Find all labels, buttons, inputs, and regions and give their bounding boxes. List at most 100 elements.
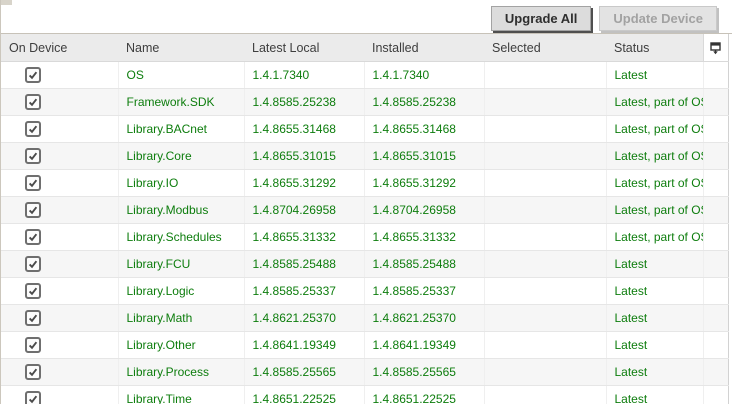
name-cell: Library.Math [118,304,245,332]
status-cell: Latest [606,61,704,89]
installed-cell: 1.4.8704.26958 [364,196,485,224]
col-header-status[interactable]: Status [606,34,703,62]
table-row[interactable]: Library.Process 1.4.8585.25565 1.4.8585.… [1,358,728,386]
on-device-checkbox[interactable] [25,337,41,353]
table-row[interactable]: Library.IO 1.4.8655.31292 1.4.8655.31292… [1,169,728,197]
installed-cell: 1.4.8621.25370 [364,304,485,332]
status-cell: Latest [606,277,704,305]
on-device-cell [1,331,119,359]
col-header-installed[interactable]: Installed [364,34,484,62]
table-body: OS 1.4.1.7340 1.4.1.7340 Latest Framewor… [1,61,728,404]
table-row[interactable]: Library.Time 1.4.8651.22525 1.4.8651.225… [1,385,728,404]
on-device-checkbox[interactable] [25,391,41,404]
row-icon-cell [703,196,728,224]
name-cell: Library.Modbus [118,196,245,224]
status-cell: Latest [606,385,704,404]
installed-cell: 1.4.1.7340 [364,61,485,89]
check-icon [28,71,38,80]
status-cell: Latest [606,331,704,359]
name-cell: Library.Other [118,331,245,359]
check-icon [28,233,38,242]
selected-cell [484,385,607,404]
row-icon-cell [703,250,728,278]
latest-local-cell: 1.4.1.7340 [244,61,365,89]
name-cell: Library.Process [118,358,245,386]
on-device-checkbox[interactable] [25,364,41,380]
latest-local-cell: 1.4.8655.31015 [244,142,365,170]
name-cell: Library.Schedules [118,223,245,251]
status-cell: Latest, part of OS [606,196,704,224]
on-device-cell [1,196,119,224]
on-device-cell [1,304,119,332]
row-icon-cell [703,169,728,197]
on-device-cell [1,169,119,197]
on-device-checkbox[interactable] [25,283,41,299]
table-row[interactable]: Library.Other 1.4.8641.19349 1.4.8641.19… [1,331,728,359]
row-icon-cell [703,223,728,251]
latest-local-cell: 1.4.8585.25238 [244,88,365,116]
selected-cell [484,61,607,89]
status-cell: Latest, part of OS [606,142,704,170]
status-cell: Latest, part of OS [606,169,704,197]
check-icon [28,368,38,377]
status-cell: Latest, part of OS [606,88,704,116]
installed-cell: 1.4.8651.22525 [364,385,485,404]
table-row[interactable]: Library.Modbus 1.4.8704.26958 1.4.8704.2… [1,196,728,224]
toolbar: Upgrade All Update Device [1,6,717,31]
installed-cell: 1.4.8655.31292 [364,169,485,197]
on-device-checkbox[interactable] [25,202,41,218]
on-device-checkbox[interactable] [25,256,41,272]
name-cell: Library.Time [118,385,245,404]
table-options-button[interactable] [702,34,728,62]
update-device-button[interactable]: Update Device [599,6,717,31]
on-device-checkbox[interactable] [25,148,41,164]
name-cell: Library.Core [118,142,245,170]
latest-local-cell: 1.4.8641.19349 [244,331,365,359]
installed-cell: 1.4.8585.25565 [364,358,485,386]
latest-local-cell: 1.4.8655.31332 [244,223,365,251]
col-header-selected[interactable]: Selected [484,34,606,62]
table-row[interactable]: Library.BACnet 1.4.8655.31468 1.4.8655.3… [1,115,728,143]
col-header-latest-local[interactable]: Latest Local [244,34,364,62]
on-device-checkbox[interactable] [25,175,41,191]
latest-local-cell: 1.4.8585.25488 [244,250,365,278]
row-icon-cell [703,277,728,305]
corner-chip [1,0,12,5]
selected-cell [484,223,607,251]
name-cell: Library.FCU [118,250,245,278]
on-device-checkbox[interactable] [25,229,41,245]
table-row[interactable]: Library.FCU 1.4.8585.25488 1.4.8585.2548… [1,250,728,278]
check-icon [28,152,38,161]
on-device-checkbox[interactable] [25,310,41,326]
row-icon-cell [703,115,728,143]
name-cell: Library.IO [118,169,245,197]
check-icon [28,98,38,107]
installed-cell: 1.4.8585.25337 [364,277,485,305]
check-icon [28,179,38,188]
table-row[interactable]: Framework.SDK 1.4.8585.25238 1.4.8585.25… [1,88,728,116]
col-header-name[interactable]: Name [118,34,244,62]
on-device-cell [1,61,119,89]
name-cell: Library.BACnet [118,115,245,143]
on-device-checkbox[interactable] [25,121,41,137]
upgrade-all-button[interactable]: Upgrade All [490,6,592,31]
table-row[interactable]: Library.Logic 1.4.8585.25337 1.4.8585.25… [1,277,728,305]
installed-cell: 1.4.8655.31015 [364,142,485,170]
check-icon [28,287,38,296]
col-header-on-device[interactable]: On Device [1,34,118,62]
modules-table: On Device Name Latest Local Installed Se… [1,34,729,404]
table-row[interactable]: Library.Schedules 1.4.8655.31332 1.4.865… [1,223,728,251]
latest-local-cell: 1.4.8621.25370 [244,304,365,332]
row-icon-cell [703,304,728,332]
on-device-cell [1,385,119,404]
selected-cell [484,250,607,278]
table-row[interactable]: Library.Math 1.4.8621.25370 1.4.8621.253… [1,304,728,332]
latest-local-cell: 1.4.8651.22525 [244,385,365,404]
table-options-icon [710,41,721,54]
on-device-checkbox[interactable] [25,94,41,110]
row-icon-cell [703,88,728,116]
latest-local-cell: 1.4.8655.31468 [244,115,365,143]
table-row[interactable]: Library.Core 1.4.8655.31015 1.4.8655.310… [1,142,728,170]
table-row[interactable]: OS 1.4.1.7340 1.4.1.7340 Latest [1,61,728,89]
on-device-checkbox[interactable] [25,67,41,83]
